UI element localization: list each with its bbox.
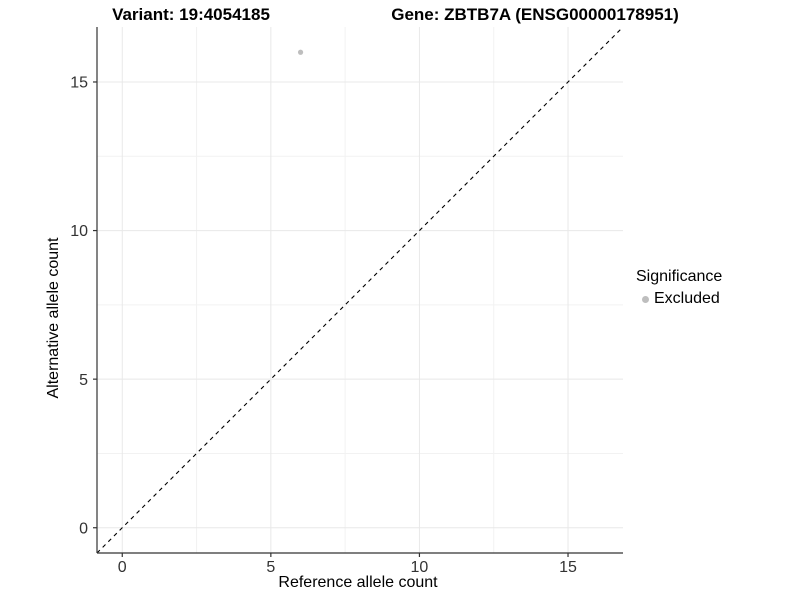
variant-title: Variant: 19:4054185 [112,5,270,24]
y-tick-label: 15 [70,75,88,92]
legend: Significance Excluded [636,267,722,308]
identity-reference-line [96,26,624,554]
y-tick-label: 5 [79,372,88,389]
legend-entry-label: Excluded [654,290,720,307]
x-tick-label: 5 [266,559,275,576]
x-axis-label: Reference allele count [278,574,438,591]
y-tick-label: 10 [70,223,88,240]
legend-entry: Excluded [636,290,722,308]
x-tick-label: 15 [559,559,577,576]
y-tick-label: 0 [79,520,88,537]
x-tick-label: 0 [118,559,127,576]
legend-title: Significance [636,268,723,285]
gene-title: Gene: ZBTB7A (ENSG00000178951) [391,5,679,24]
x-tick-label: 10 [411,559,429,576]
legend-point-icon [642,295,649,303]
data-point [297,49,304,55]
y-axis-label: Alternative allele count [45,237,62,399]
